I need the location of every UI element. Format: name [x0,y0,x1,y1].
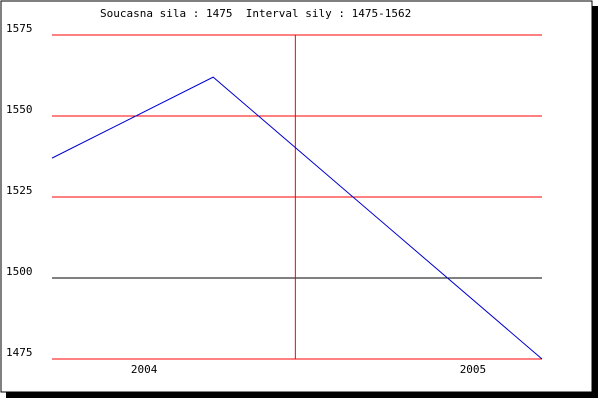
y-tick-label: 1525 [6,184,33,197]
y-tick-label: 1550 [6,103,33,116]
y-tick-label: 1575 [6,22,33,35]
chart-title: Soucasna sila : 1475 Interval sily : 147… [100,7,411,20]
y-tick-label: 1475 [6,346,33,359]
x-tick-label: 2005 [460,363,487,376]
x-tick-label: 2004 [131,363,158,376]
data-line [51,76,543,360]
y-tick-label: 1500 [6,265,33,278]
